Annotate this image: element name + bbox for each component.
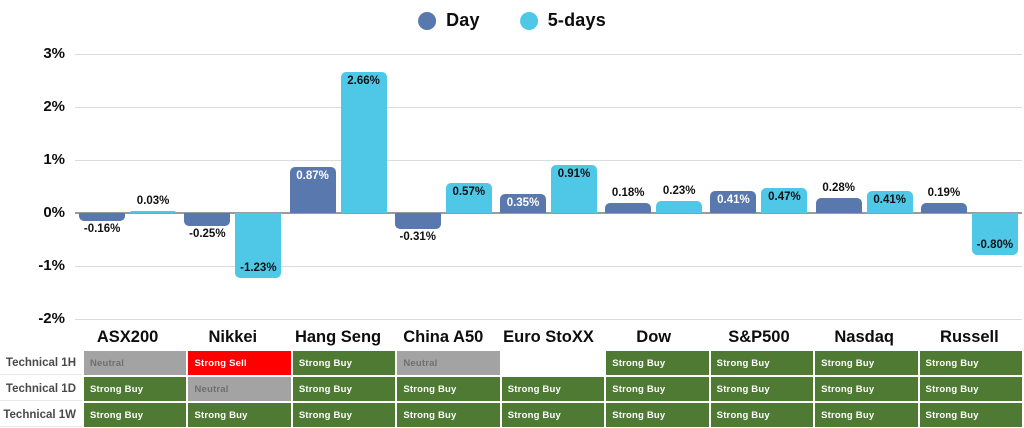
rating-cell-technical-1w-s-p500: Strong Buy bbox=[710, 403, 814, 427]
bar-value-label: -1.23% bbox=[240, 262, 277, 275]
bar-value-label: 0.18% bbox=[611, 187, 645, 200]
bar-day-china-a50 bbox=[394, 213, 441, 230]
x-axis-label-russell: Russell bbox=[940, 328, 999, 346]
gridline bbox=[75, 160, 1022, 161]
bar-value-label: -0.25% bbox=[189, 228, 226, 241]
gridline bbox=[75, 54, 1022, 55]
bar-5-days-nikkei bbox=[235, 213, 282, 279]
rating-cell-technical-1d-china-a50: Strong Buy bbox=[397, 377, 500, 401]
bar-value-label: 0.03% bbox=[136, 195, 170, 207]
bar-value-label: 0.28% bbox=[822, 182, 855, 195]
y-axis-tick-label: 2% bbox=[43, 98, 65, 115]
legend-5days-label: 5-days bbox=[547, 10, 606, 30]
bar-day-nikkei bbox=[184, 213, 231, 227]
row-label-technical-1h: Technical 1H bbox=[0, 351, 82, 375]
x-axis-label-hang-seng: Hang Seng bbox=[294, 328, 382, 346]
rating-cell-technical-1w-hang-seng: Strong Buy bbox=[292, 403, 396, 427]
bar-day-asx200 bbox=[79, 213, 126, 222]
x-axis-label-euro-stoxx: Euro StoXX bbox=[503, 328, 594, 346]
bar-value-label: 0.35% bbox=[506, 197, 540, 210]
bar-5-days-asx200 bbox=[130, 211, 177, 213]
bar-value-label: 0.41% bbox=[873, 194, 906, 207]
rating-cell-technical-1w-euro-stoxx: Strong Buy bbox=[501, 403, 605, 427]
rating-cell-technical-1h-china-a50: Neutral bbox=[397, 351, 500, 375]
legend-day-dot-icon bbox=[418, 11, 437, 30]
rating-cell-technical-1d-euro-stoxx: Strong Buy bbox=[501, 377, 605, 401]
x-axis-label-china-a50: China A50 bbox=[403, 328, 484, 346]
bar-day-dow bbox=[605, 203, 652, 213]
bar-5-days-china-a50 bbox=[445, 182, 492, 213]
gridline bbox=[75, 266, 1022, 267]
y-axis-tick-label: 1% bbox=[43, 151, 65, 168]
rating-cell-technical-1d-asx200: Strong Buy bbox=[84, 377, 187, 401]
zero-axis-line bbox=[75, 212, 1022, 214]
y-axis-tick-label: 3% bbox=[43, 45, 65, 62]
bar-day-s-p500 bbox=[710, 191, 757, 213]
rating-cell-technical-1d-s-p500: Strong Buy bbox=[710, 377, 814, 401]
rating-cell-technical-1d-hang-seng: Strong Buy bbox=[292, 377, 396, 401]
y-axis-tick-label: -1% bbox=[38, 257, 65, 274]
bar-day-hang-seng bbox=[289, 166, 336, 213]
bar-value-label: 0.23% bbox=[662, 184, 696, 197]
bar-day-euro-stoxx bbox=[500, 194, 546, 213]
y-axis-tick-label: -2% bbox=[38, 310, 65, 327]
rating-cell-technical-1d-nasdaq: Strong Buy bbox=[815, 377, 918, 401]
gridline bbox=[75, 107, 1022, 108]
bar-value-label: -0.80% bbox=[976, 239, 1014, 252]
rating-cell-technical-1w-asx200: Strong Buy bbox=[84, 403, 187, 427]
bar-value-label: 2.66% bbox=[347, 75, 380, 88]
rating-cell-technical-1h-dow: Strong Buy bbox=[606, 351, 709, 375]
bar-value-label: 0.47% bbox=[768, 191, 801, 204]
legend-item-5days[interactable]: 5-days bbox=[519, 10, 606, 31]
rating-cell-technical-1d-nikkei: Neutral bbox=[188, 377, 291, 401]
legend-day-label: Day bbox=[446, 10, 480, 30]
x-axis-label-nasdaq: Nasdaq bbox=[834, 328, 894, 346]
x-axis-label-nikkei: Nikkei bbox=[208, 328, 258, 346]
bar-5-days-s-p500 bbox=[761, 188, 808, 213]
rating-cell-technical-1h-asx200: Neutral bbox=[84, 351, 187, 375]
rating-cell-technical-1w-nikkei: Strong Buy bbox=[188, 403, 291, 427]
bar-value-label: -0.31% bbox=[399, 231, 436, 244]
x-axis-label-asx200: ASX200 bbox=[96, 328, 159, 346]
rating-cell-technical-1h-russell: Strong Buy bbox=[919, 351, 1022, 375]
rating-cell-technical-1w-china-a50: Strong Buy bbox=[397, 403, 500, 427]
rating-cell-technical-1w-dow: Strong Buy bbox=[606, 403, 709, 427]
bar-value-label: 0.19% bbox=[927, 186, 961, 199]
x-axis-label-dow: Dow bbox=[636, 328, 672, 346]
bar-value-label: -0.16% bbox=[83, 223, 121, 236]
bar-day-nasdaq bbox=[815, 198, 862, 213]
bar-5-days-hang-seng bbox=[340, 72, 387, 213]
bar-value-label: 0.41% bbox=[717, 194, 750, 207]
rating-cell-technical-1h-s-p500: Strong Buy bbox=[710, 351, 814, 375]
rating-cell-technical-1w-nasdaq: Strong Buy bbox=[815, 403, 918, 427]
bar-5-days-euro-stoxx bbox=[551, 164, 597, 213]
bar-5-days-russell bbox=[971, 213, 1018, 256]
gridline bbox=[75, 319, 1022, 320]
rating-cell-technical-1h-nasdaq: Strong Buy bbox=[815, 351, 918, 375]
daily-vs-5day-bar-chart: 3% 2% 1% 0% -1% -2% -0.16% -0.25% 0.87% -0.31% 0.3… bbox=[38, 45, 1022, 327]
legend-item-day[interactable]: Day bbox=[418, 10, 480, 31]
rating-cell-technical-1h-euro-stoxx bbox=[501, 351, 605, 375]
bar-5-days-dow bbox=[656, 200, 703, 213]
rating-cell-technical-1d-russell: Strong Buy bbox=[919, 377, 1022, 401]
x-axis-label-s-p500: S&P500 bbox=[728, 328, 790, 346]
bar-value-label: 0.57% bbox=[452, 185, 486, 198]
bar-value-label: 0.91% bbox=[557, 167, 591, 180]
y-axis-tick-label: 0% bbox=[43, 204, 65, 221]
rating-cell-technical-1d-dow: Strong Buy bbox=[606, 377, 709, 401]
bar-5-days-nasdaq bbox=[866, 191, 913, 213]
rating-cell-technical-1h-hang-seng: Strong Buy bbox=[292, 351, 396, 375]
bar-value-label: 0.87% bbox=[296, 169, 329, 182]
bar-day-russell bbox=[920, 202, 967, 213]
row-label-technical-1w: Technical 1W bbox=[0, 403, 82, 427]
legend-5days-dot-icon bbox=[519, 11, 538, 30]
technical-ratings-table: Technical 1H Neutral Strong Sell Strong Buy… bbox=[0, 351, 1022, 427]
rating-cell-technical-1w-russell: Strong Buy bbox=[919, 403, 1022, 427]
rating-cell-technical-1h-nikkei: Strong Sell bbox=[188, 351, 291, 375]
chart-legend: Day 5-days bbox=[418, 10, 606, 31]
row-label-technical-1d: Technical 1D bbox=[0, 377, 82, 401]
